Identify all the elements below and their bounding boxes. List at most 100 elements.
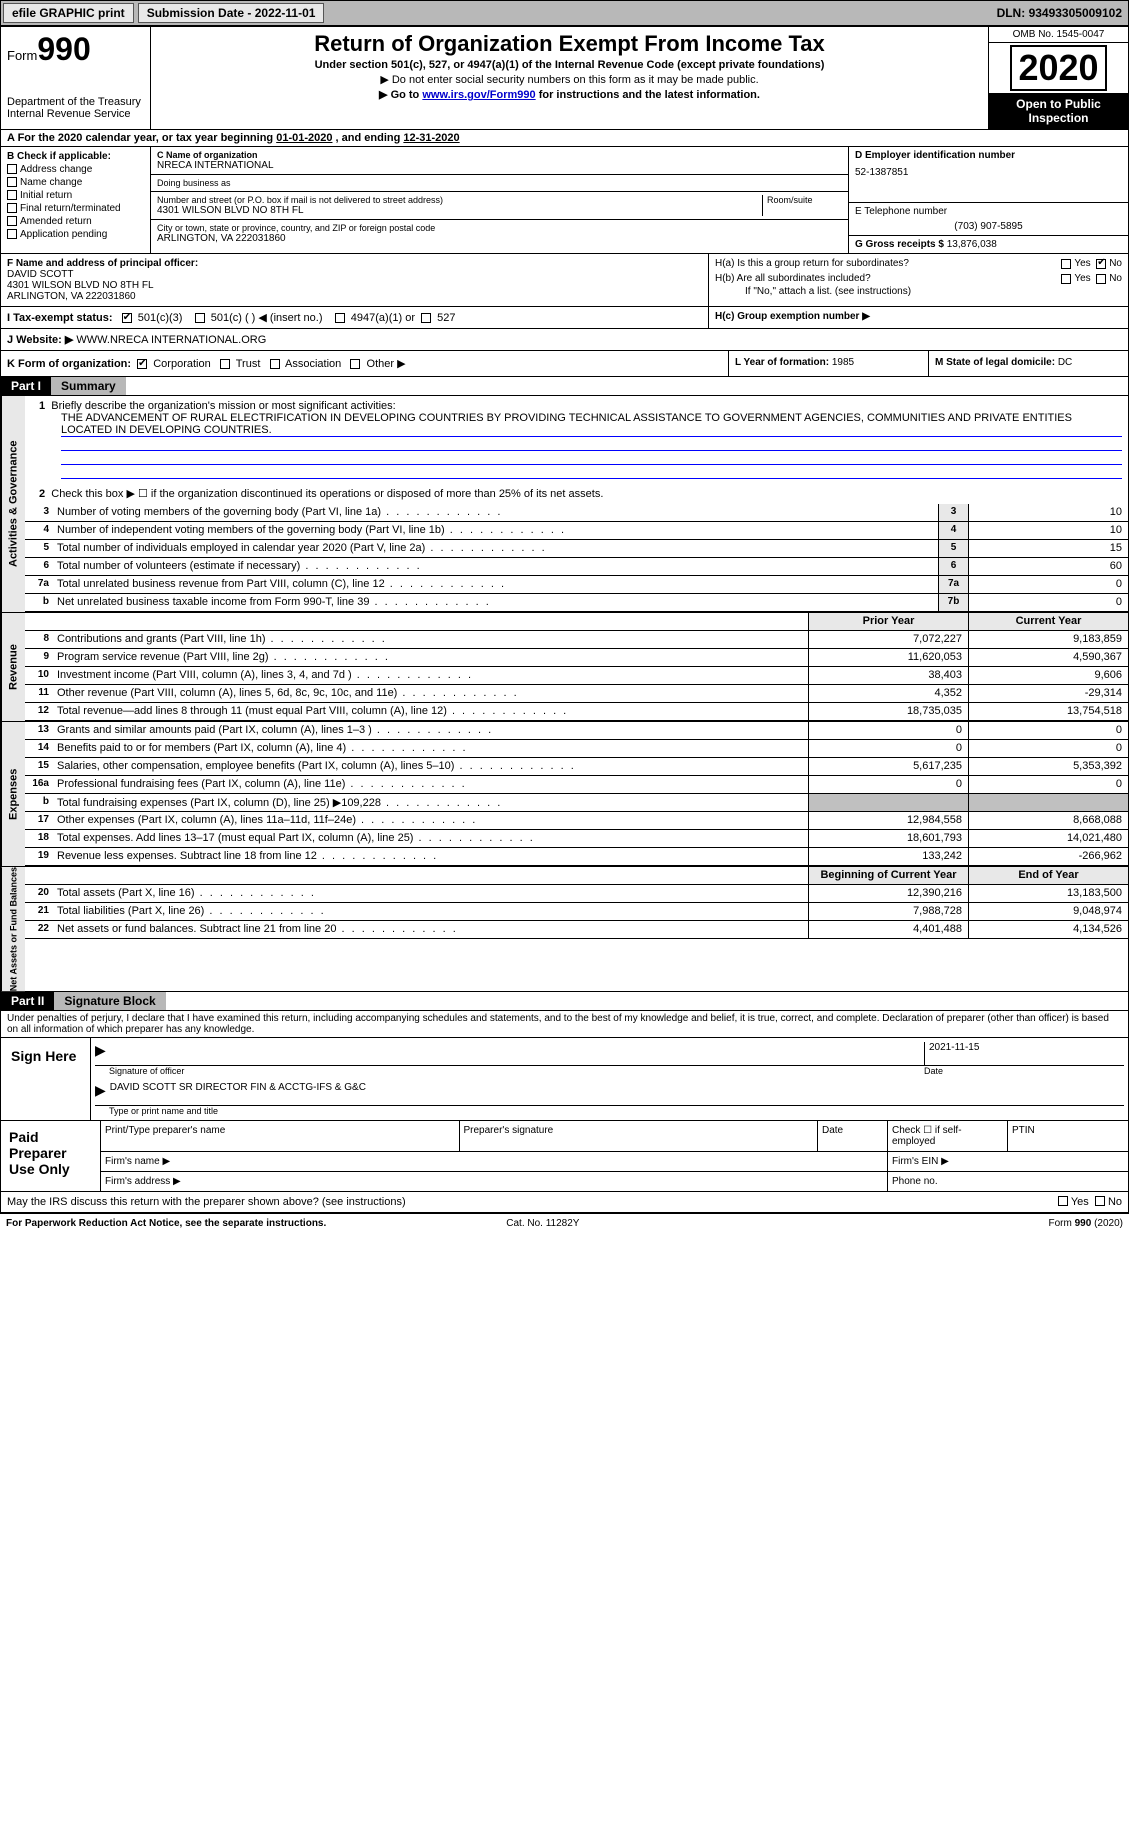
officer-addr1: 4301 WILSON BLVD NO 8TH FL [7, 280, 702, 291]
current-year-value: 14,021,480 [968, 830, 1128, 847]
chk-address-change[interactable]: Address change [7, 164, 144, 175]
line-text: Total revenue—add lines 8 through 11 (mu… [53, 703, 808, 720]
data-line-11: 11Other revenue (Part VIII, column (A), … [25, 685, 1128, 703]
k-assoc-chk[interactable] [270, 359, 280, 369]
i-label: I Tax-exempt status: [7, 312, 113, 324]
netassets-content: Beginning of Current Year End of Year 20… [25, 867, 1128, 991]
header-right: OMB No. 1545-0047 2020 Open to Public In… [988, 27, 1128, 129]
chk-final-return[interactable]: Final return/terminated [7, 203, 144, 214]
i-4947-chk[interactable] [335, 313, 345, 323]
i-501c-chk[interactable] [195, 313, 205, 323]
cell-phone: E Telephone number (703) 907-5895 [849, 203, 1128, 236]
phone-value: (703) 907-5895 [855, 221, 1122, 232]
room-suite-label: Room/suite [762, 195, 842, 216]
paid-row-3: Firm's address ▶ Phone no. [101, 1172, 1128, 1191]
line-text: Investment income (Part VIII, column (A)… [53, 667, 808, 684]
line-value: 15 [968, 540, 1128, 557]
line-value: 0 [968, 594, 1128, 611]
i-opt1: 501(c)(3) [138, 312, 183, 324]
line-num: 21 [25, 903, 53, 920]
hb-yes-chk[interactable] [1061, 274, 1071, 284]
hb-no-chk[interactable] [1096, 274, 1106, 284]
data-line-13: 13Grants and similar amounts paid (Part … [25, 722, 1128, 740]
submission-date-label: Submission Date - [147, 6, 255, 20]
irs-no-chk[interactable] [1095, 1196, 1105, 1206]
sig-officer-field[interactable] [110, 1042, 924, 1065]
prior-year-value: 12,984,558 [808, 812, 968, 829]
cell-address: Number and street (or P.O. box if mail i… [151, 192, 848, 220]
current-year-value: 5,353,392 [968, 758, 1128, 775]
chk-initial-return[interactable]: Initial return [7, 190, 144, 201]
i-501c3-chk[interactable] [122, 313, 132, 323]
k-trust-chk[interactable] [220, 359, 230, 369]
dln-label: DLN: [997, 6, 1029, 20]
ein-label: D Employer identification number [855, 150, 1122, 161]
line-num: 18 [25, 830, 53, 847]
irs-yes-chk[interactable] [1058, 1196, 1068, 1206]
sign-here-label: Sign Here [1, 1038, 91, 1120]
k-opt3: Association [285, 358, 341, 370]
data-line-9: 9Program service revenue (Part VIII, lin… [25, 649, 1128, 667]
current-year-value: 13,754,518 [968, 703, 1128, 720]
ha-yes-chk[interactable] [1061, 259, 1071, 269]
sig-name-line: ▶ DAVID SCOTT SR DIRECTOR FIN & ACCTG-IF… [95, 1082, 1124, 1106]
i-527-chk[interactable] [421, 313, 431, 323]
sign-here-block: Sign Here ▶ 2021-11-15 Signature of offi… [0, 1038, 1129, 1121]
ein-value: 52-1387851 [855, 167, 1122, 178]
k-corp-chk[interactable] [137, 359, 147, 369]
col-b-checkboxes: B Check if applicable: Address change Na… [1, 147, 151, 253]
line-num: 3 [25, 504, 53, 521]
page-footer: For Paperwork Reduction Act Notice, see … [0, 1213, 1129, 1233]
line-text: Contributions and grants (Part VIII, lin… [53, 631, 808, 648]
addr-label: Number and street (or P.O. box if mail i… [157, 195, 762, 205]
line-box: 3 [938, 504, 968, 521]
city-label: City or town, state or province, country… [157, 223, 842, 233]
prior-year-value: 133,242 [808, 848, 968, 865]
k-other-chk[interactable] [350, 359, 360, 369]
current-year-value: 4,590,367 [968, 649, 1128, 666]
dots [406, 1196, 1058, 1208]
prior-year-value [808, 794, 968, 811]
line-text: Total liabilities (Part X, line 26) [53, 903, 808, 920]
footer-year: 2020 [1097, 1218, 1119, 1229]
line-value: 60 [968, 558, 1128, 575]
line-num: 14 [25, 740, 53, 757]
efile-print-button[interactable]: efile GRAPHIC print [3, 3, 134, 23]
goto-prefix: ▶ Go to [379, 89, 422, 101]
line-text: Total assets (Part X, line 16) [53, 885, 808, 902]
chk-application-pending[interactable]: Application pending [7, 229, 144, 240]
sign-here-content: ▶ 2021-11-15 Signature of officer Date ▶… [91, 1038, 1128, 1120]
current-year-value: -266,962 [968, 848, 1128, 865]
ha-no-chk[interactable] [1096, 259, 1106, 269]
arrow-icon: ▶ [95, 1042, 110, 1065]
prior-year-value: 11,620,053 [808, 649, 968, 666]
cell-org-name: C Name of organization NRECA INTERNATION… [151, 147, 848, 175]
current-year-value: 9,183,859 [968, 631, 1128, 648]
vlabel-netassets: Net Assets or Fund Balances [1, 867, 25, 991]
line-text: Number of voting members of the governin… [53, 504, 938, 521]
chk-name-change[interactable]: Name change [7, 177, 144, 188]
k-opt2: Trust [236, 358, 261, 370]
mission-blank-line [61, 465, 1122, 479]
form-subtitle: Under section 501(c), 527, or 4947(a)(1)… [159, 59, 980, 71]
irs-link[interactable]: www.irs.gov/Form990 [422, 89, 535, 101]
chk-label: Name change [20, 177, 82, 188]
line-num: 8 [25, 631, 53, 648]
sig-officer-label: Signature of officer [95, 1066, 924, 1076]
officer-name: DAVID SCOTT [7, 269, 702, 280]
chk-label: Amended return [20, 216, 92, 227]
row-f-h: F Name and address of principal officer:… [1, 254, 1128, 307]
l-label: L Year of formation: [735, 357, 832, 368]
line-box: 6 [938, 558, 968, 575]
data-line-22: 22Net assets or fund balances. Subtract … [25, 921, 1128, 939]
line-text: Salaries, other compensation, employee b… [53, 758, 808, 775]
ssn-note: ▶ Do not enter social security numbers o… [159, 73, 980, 86]
p-self-employed: Check ☐ if self-employed [888, 1121, 1008, 1151]
hb-row: H(b) Are all subordinates included? Yes … [715, 273, 1122, 284]
dba-label: Doing business as [157, 178, 842, 188]
gov-line-7b: bNet unrelated business taxable income f… [25, 594, 1128, 612]
row-a-tax-year: A For the 2020 calendar year, or tax yea… [1, 130, 1128, 147]
form-label: Form [7, 48, 37, 63]
part2-badge: Part II [1, 992, 54, 1010]
chk-amended-return[interactable]: Amended return [7, 216, 144, 227]
